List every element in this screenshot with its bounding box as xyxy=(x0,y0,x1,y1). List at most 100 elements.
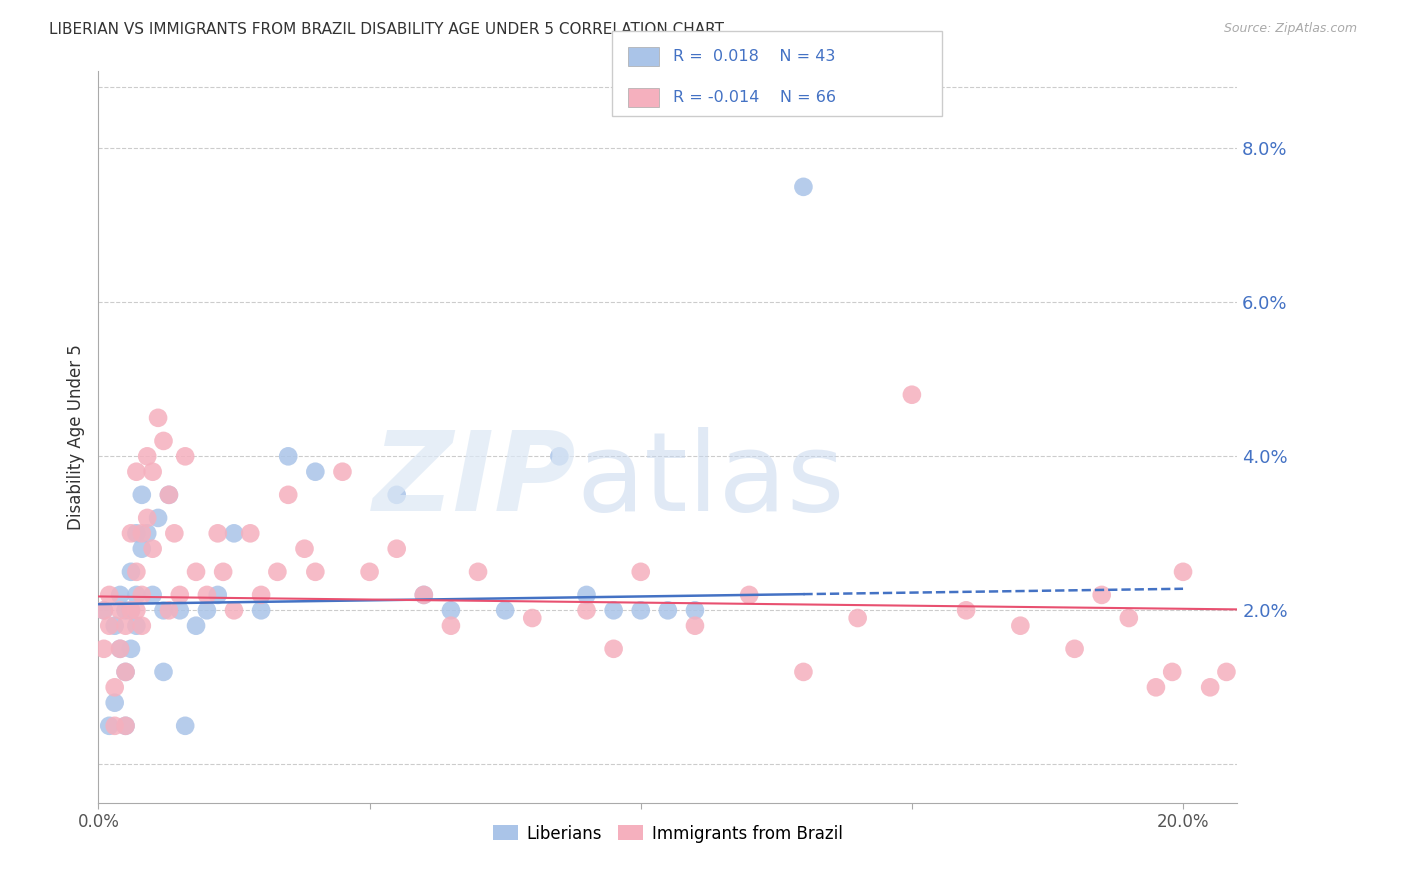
Point xyxy=(359,565,381,579)
Point xyxy=(294,541,316,556)
Point xyxy=(385,488,408,502)
Point xyxy=(152,603,174,617)
Point xyxy=(114,603,136,617)
Point xyxy=(125,465,148,479)
Point xyxy=(131,526,153,541)
Point xyxy=(522,611,544,625)
Point xyxy=(131,488,153,502)
Point xyxy=(412,588,434,602)
Point xyxy=(104,719,127,733)
Point xyxy=(136,526,159,541)
Point xyxy=(575,603,598,617)
Point xyxy=(93,603,115,617)
Point xyxy=(125,526,148,541)
Point xyxy=(184,565,207,579)
Point xyxy=(93,603,115,617)
Point xyxy=(955,603,977,617)
Point xyxy=(125,603,148,617)
Point xyxy=(792,665,814,679)
Point xyxy=(157,488,180,502)
Point xyxy=(136,450,159,464)
Point xyxy=(1010,618,1032,632)
Point xyxy=(467,565,489,579)
Point xyxy=(250,603,273,617)
Point xyxy=(602,641,624,656)
Point xyxy=(239,526,262,541)
Point xyxy=(142,465,165,479)
Point xyxy=(146,410,169,425)
Point xyxy=(98,588,121,602)
Point xyxy=(602,603,624,617)
Point xyxy=(169,603,191,617)
Point xyxy=(157,603,180,617)
Point xyxy=(120,603,142,617)
Point xyxy=(1091,588,1114,602)
Point xyxy=(494,603,516,617)
Point xyxy=(1063,641,1085,656)
Point xyxy=(440,618,463,632)
Point xyxy=(108,641,131,656)
Point xyxy=(657,603,679,617)
Point xyxy=(104,696,127,710)
Point xyxy=(120,641,142,656)
Point xyxy=(152,665,174,679)
Point xyxy=(108,641,131,656)
Point xyxy=(250,588,273,602)
Point xyxy=(131,588,153,602)
Point xyxy=(142,588,165,602)
Point xyxy=(266,565,288,579)
Point xyxy=(195,588,218,602)
Point xyxy=(114,719,136,733)
Point xyxy=(207,588,229,602)
Point xyxy=(131,541,153,556)
Point xyxy=(222,603,245,617)
Point xyxy=(114,618,136,632)
Point xyxy=(1171,565,1194,579)
Text: R = -0.014    N = 66: R = -0.014 N = 66 xyxy=(673,90,837,105)
Point xyxy=(548,450,571,464)
Point xyxy=(195,603,218,617)
Point xyxy=(146,511,169,525)
Point xyxy=(332,465,354,479)
Point xyxy=(792,179,814,194)
Text: atlas: atlas xyxy=(576,427,845,534)
Point xyxy=(125,565,148,579)
Point xyxy=(385,541,408,556)
Point xyxy=(125,588,148,602)
Point xyxy=(169,588,191,602)
Point xyxy=(136,511,159,525)
Point xyxy=(630,565,652,579)
Point xyxy=(142,541,165,556)
Point xyxy=(207,526,229,541)
Point xyxy=(738,588,761,602)
Point xyxy=(93,641,115,656)
Point xyxy=(131,618,153,632)
Point xyxy=(277,450,299,464)
Point xyxy=(1199,681,1222,695)
Text: Source: ZipAtlas.com: Source: ZipAtlas.com xyxy=(1223,22,1357,36)
Text: R =  0.018    N = 43: R = 0.018 N = 43 xyxy=(673,49,835,64)
Point xyxy=(174,450,197,464)
Point xyxy=(152,434,174,448)
Point xyxy=(114,719,136,733)
Point xyxy=(120,526,142,541)
Point xyxy=(125,618,148,632)
Point xyxy=(412,588,434,602)
Text: LIBERIAN VS IMMIGRANTS FROM BRAZIL DISABILITY AGE UNDER 5 CORRELATION CHART: LIBERIAN VS IMMIGRANTS FROM BRAZIL DISAB… xyxy=(49,22,724,37)
Point xyxy=(157,488,180,502)
Point xyxy=(120,565,142,579)
Point xyxy=(304,465,326,479)
Point xyxy=(98,618,121,632)
Point xyxy=(174,719,197,733)
Point xyxy=(222,526,245,541)
Point xyxy=(212,565,235,579)
Point xyxy=(304,565,326,579)
Point xyxy=(630,603,652,617)
Point xyxy=(440,603,463,617)
Legend: Liberians, Immigrants from Brazil: Liberians, Immigrants from Brazil xyxy=(486,818,849,849)
Point xyxy=(575,588,598,602)
Y-axis label: Disability Age Under 5: Disability Age Under 5 xyxy=(66,344,84,530)
Point xyxy=(277,488,299,502)
Point xyxy=(120,603,142,617)
Point xyxy=(1215,665,1237,679)
